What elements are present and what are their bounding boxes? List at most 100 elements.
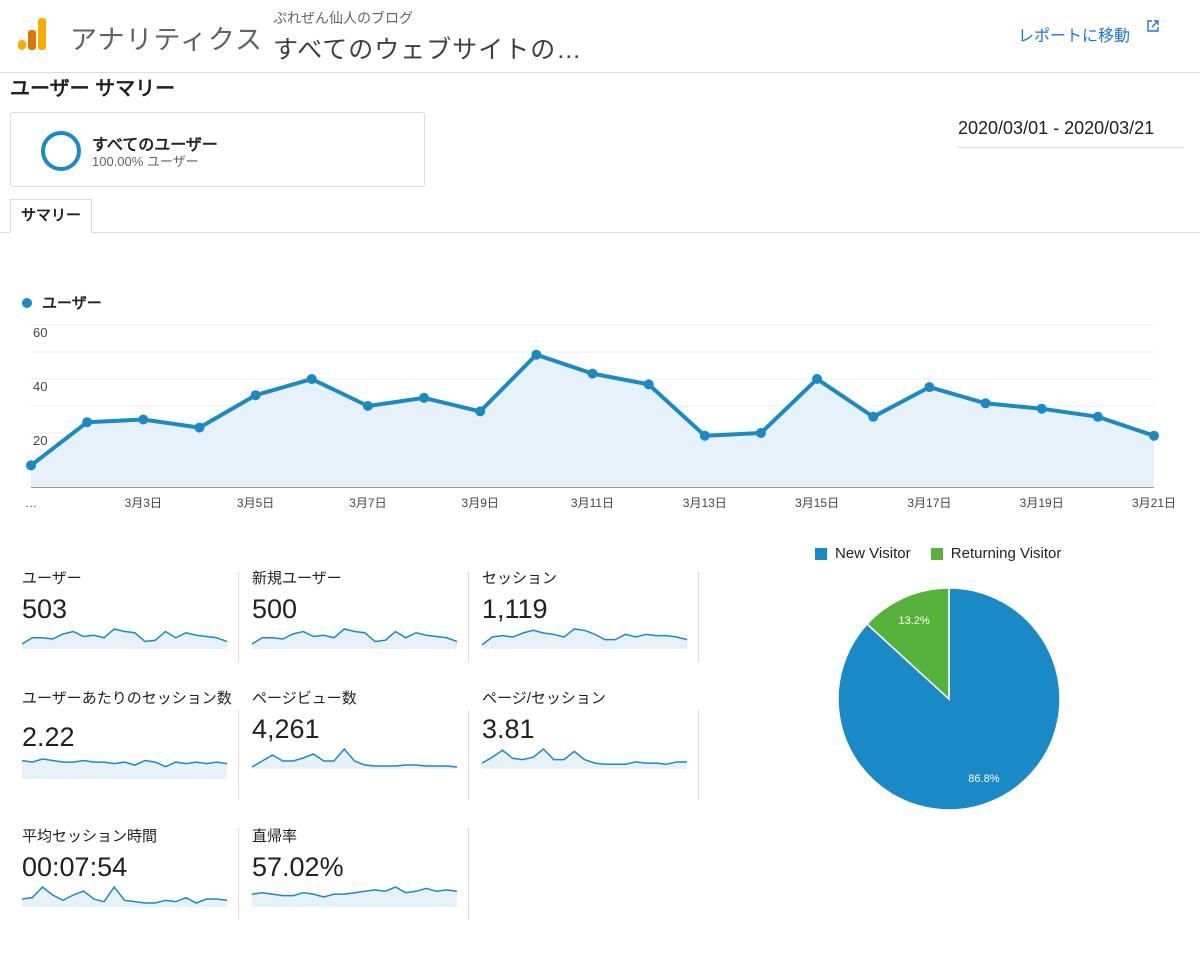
- x-tick-label: 3月9日: [462, 496, 499, 510]
- metric-tile[interactable]: 直帰率 57.02%: [252, 828, 480, 958]
- metric-sparkline: [252, 747, 457, 769]
- sparkline-area: [252, 749, 457, 769]
- sparkline-area: [252, 887, 457, 907]
- metric-divider: [238, 710, 239, 800]
- sparkline-area: [22, 629, 227, 649]
- metric-value: 500: [252, 594, 298, 624]
- data-point[interactable]: [306, 374, 317, 384]
- external-link-icon[interactable]: [1147, 20, 1159, 32]
- metric-label: ページビュー数: [252, 690, 357, 707]
- segment-card[interactable]: すべてのユーザー 100.00% ユーザー: [10, 112, 425, 187]
- visitor-type-pie-chart[interactable]: 86.8% 13.2%: [836, 586, 1062, 812]
- data-point[interactable]: [924, 382, 935, 393]
- data-point[interactable]: [587, 368, 598, 379]
- data-point[interactable]: [138, 414, 149, 425]
- data-point[interactable]: [1092, 411, 1103, 422]
- metric-value: 1,119: [482, 594, 548, 624]
- data-point[interactable]: [531, 349, 542, 360]
- data-point[interactable]: [194, 422, 205, 433]
- metric-tile[interactable]: 新規ユーザー 500: [252, 570, 480, 700]
- analytics-logo-icon[interactable]: [14, 16, 50, 52]
- segment-name: すべてのユーザー: [92, 137, 218, 154]
- metric-tile[interactable]: 平均セッション時間 00:07:54: [22, 828, 250, 958]
- metric-value: 57.02%: [252, 852, 344, 882]
- metric-sparkline: [482, 628, 687, 649]
- legend-item-new-visitor[interactable]: New Visitor: [815, 545, 911, 562]
- legend-dot-icon: [22, 298, 32, 308]
- x-tick-label: 3月11日: [571, 496, 614, 510]
- data-point[interactable]: [419, 392, 430, 403]
- pie-slice[interactable]: [866, 587, 950, 701]
- go-to-report-link[interactable]: レポートに移動: [1018, 28, 1131, 45]
- legend-swatch: [815, 547, 827, 560]
- x-tick-label: 3月13日: [683, 496, 727, 510]
- chart-legend: ユーザー: [22, 292, 102, 313]
- data-point[interactable]: [82, 417, 93, 428]
- account-name[interactable]: ぷれぜん仙人のブログ: [273, 10, 413, 26]
- legend-item-returning-visitor[interactable]: Returning Visitor: [930, 545, 1061, 562]
- metric-sparkline: [22, 628, 227, 649]
- date-range-picker[interactable]: 2020/03/01 - 2020/03/21: [958, 118, 1184, 148]
- property-view-selector[interactable]: すべてのウェブサイトの…: [273, 36, 583, 64]
- data-point[interactable]: [362, 401, 373, 411]
- sparkline-line: [482, 747, 687, 766]
- metric-sparkline: [252, 628, 457, 649]
- metric-tile[interactable]: ユーザー 503: [22, 570, 250, 700]
- metric-sparkline: [252, 886, 457, 907]
- y-tick-label: 60: [33, 325, 47, 340]
- metric-tile[interactable]: ページビュー数 4,261: [252, 690, 480, 820]
- metric-value: 503: [22, 594, 68, 624]
- page-title: ユーザー サマリー: [10, 78, 176, 100]
- series-area: [31, 354, 1154, 487]
- sparkline-line: [252, 628, 457, 645]
- data-point[interactable]: [250, 390, 261, 401]
- pie-slice-label: 13.2%: [899, 615, 930, 627]
- data-point[interactable]: [475, 406, 486, 417]
- metric-tile[interactable]: セッション 1,119: [482, 570, 710, 700]
- data-point[interactable]: [812, 374, 823, 384]
- metric-value: 00:07:54: [22, 852, 128, 882]
- metric-label: ページ/セッション: [482, 690, 606, 707]
- data-point[interactable]: [1149, 430, 1159, 441]
- x-tick-label: 3月3日: [125, 496, 162, 510]
- metric-divider: [238, 572, 239, 662]
- users-line-chart[interactable]: 20 40 60 … 3月3日 3月5日 3月7日 3月9日 3月11日 3月13日 3月15日 3月…: [0, 315, 1200, 515]
- metric-sparkline: [482, 747, 687, 769]
- metric-divider: [698, 572, 699, 662]
- metric-sparkline: [22, 758, 227, 779]
- pie-legend: New Visitor Returning Visitor: [815, 545, 1077, 564]
- data-point[interactable]: [643, 379, 654, 390]
- data-point[interactable]: [755, 428, 766, 438]
- metric-label: 平均セッション時間: [22, 828, 158, 845]
- metric-value: 3.81: [482, 714, 535, 744]
- metric-tile[interactable]: ページ/セッション 3.81: [482, 690, 710, 820]
- data-point[interactable]: [1036, 403, 1047, 414]
- x-tick-label: 3月5日: [237, 496, 274, 510]
- data-point[interactable]: [868, 411, 879, 422]
- sparkline-line: [22, 758, 227, 768]
- metric-label: セッション: [482, 570, 558, 587]
- data-point[interactable]: [26, 460, 36, 471]
- tab-summary[interactable]: サマリー: [10, 199, 92, 233]
- sparkline-line: [252, 747, 457, 768]
- metric-divider: [468, 572, 469, 662]
- sparkline-area: [482, 629, 687, 649]
- metric-divider: [698, 710, 699, 800]
- data-point[interactable]: [699, 430, 710, 441]
- segment-subtitle: 100.00% ユーザー: [92, 154, 199, 169]
- sparkline-area: [22, 759, 227, 779]
- legend-swatch: [930, 547, 943, 560]
- y-tick-label: 40: [33, 379, 47, 394]
- x-tick-label: 3月15日: [795, 496, 839, 510]
- metric-tile[interactable]: ユーザーあたりのセッション数 2.22: [22, 690, 250, 820]
- sparkline-line: [252, 886, 457, 898]
- legend-series-name: ユーザー: [42, 295, 102, 312]
- segment-ring-icon: [41, 131, 81, 171]
- sparkline-line: [22, 628, 227, 645]
- sparkline-area: [482, 749, 687, 769]
- metric-label: 直帰率: [252, 828, 298, 845]
- sparkline-area: [252, 629, 457, 649]
- metric-value: 2.22: [22, 722, 75, 752]
- legend-label: New Visitor: [835, 545, 911, 562]
- data-point[interactable]: [980, 398, 991, 409]
